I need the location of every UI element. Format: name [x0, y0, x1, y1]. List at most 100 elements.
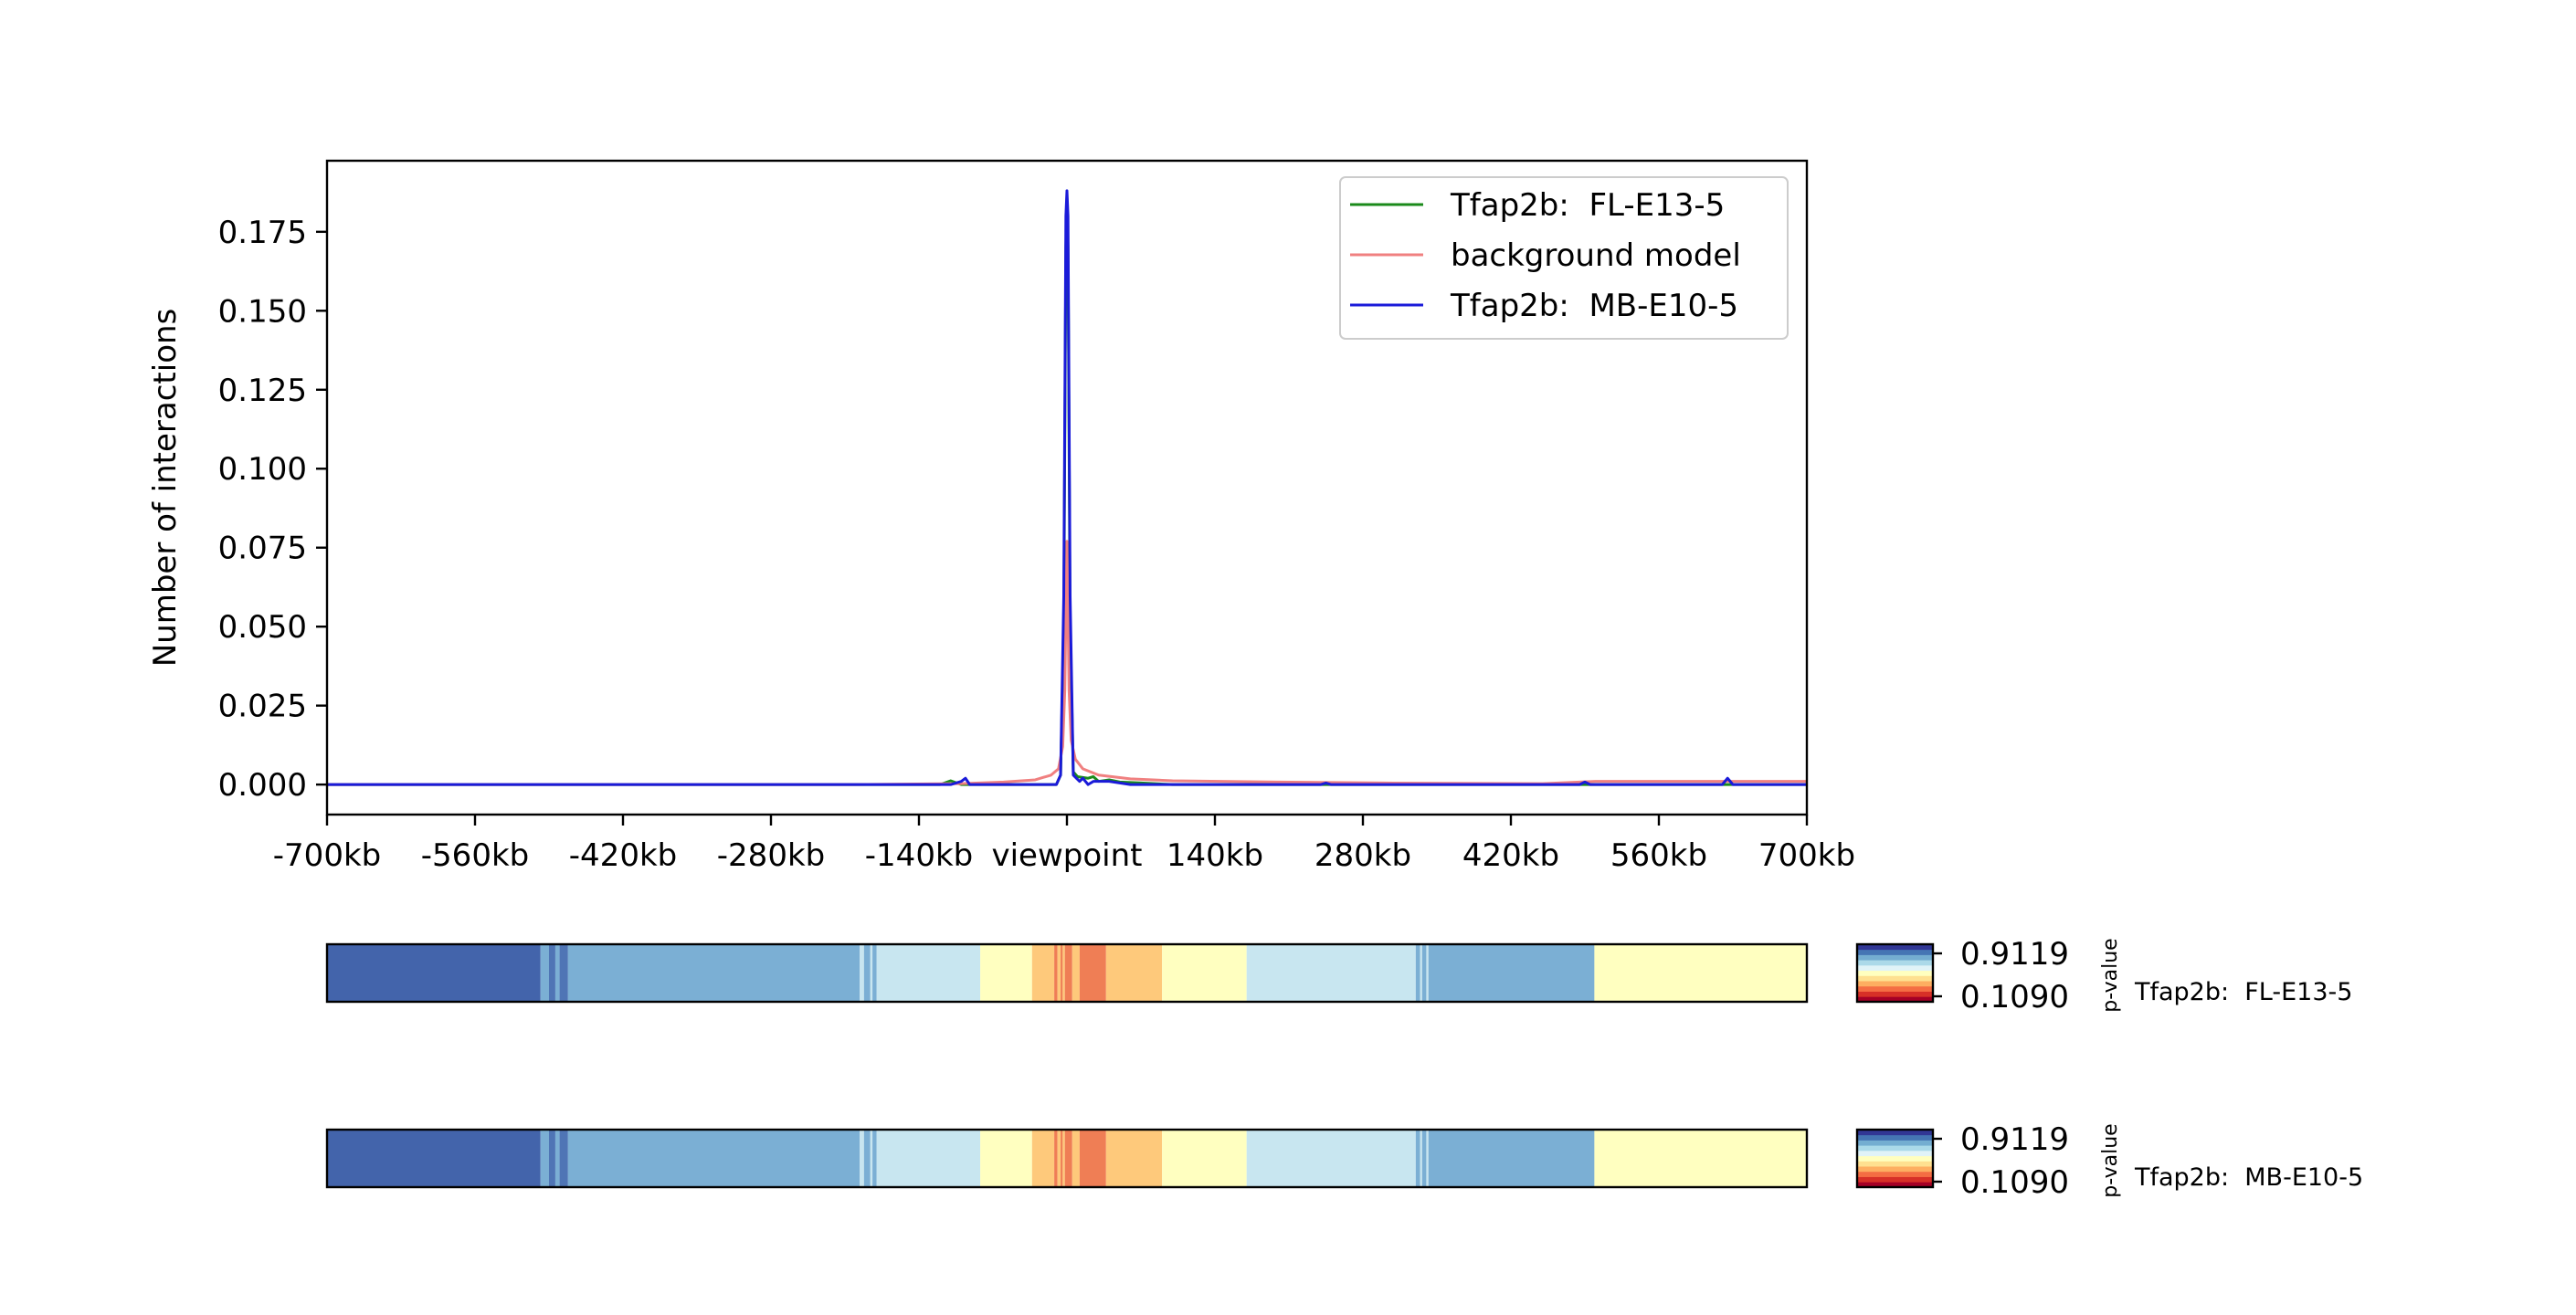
heatmap-segment: [1054, 944, 1058, 1002]
heatmap-segment: [1162, 944, 1247, 1002]
colorbar-swatch: [1857, 1130, 1933, 1136]
series-line-tfap2b-mb-e10-5: [327, 189, 1807, 786]
heatmap-segment: [1428, 1130, 1595, 1187]
heatmap-segment: [1594, 944, 1807, 1002]
heatmap-segment: [1072, 944, 1080, 1002]
colorbar-swatch: [1857, 1134, 1933, 1141]
x-tick-label: -420kb: [569, 837, 677, 874]
heatmap-fl-e13-5-segments: [327, 944, 1807, 1002]
colorbar-swatch: [1857, 1166, 1933, 1173]
heatmap-segment: [980, 1130, 1032, 1187]
heatmap-fl-e13-5: 0.9119 0.1090 p-value Tfap2b: FL-E13-5: [325, 936, 2352, 1015]
heatmap-segment: [1079, 1130, 1106, 1187]
legend-box: [1339, 176, 1789, 340]
heatmap-segment: [872, 944, 877, 1002]
heatmap-segment: [1426, 944, 1429, 1002]
colorbar-swatch: [1857, 1171, 1933, 1177]
x-tick-label: 140kb: [1167, 837, 1263, 874]
heatmap-segment: [1105, 1130, 1163, 1187]
heatmap-segment: [1064, 1130, 1072, 1187]
colorbar-swatch: [1857, 1140, 1933, 1146]
legend-label-mb-e10-5: Tfap2b: MB-E10-5: [1450, 288, 1738, 324]
colorbar-swatch: [1857, 1150, 1933, 1157]
x-tick-label: 280kb: [1314, 837, 1411, 874]
line-plot: -700kb -560kb -420kb -280kb -140kb viewpoint 1…: [147, 159, 1855, 874]
heatmap-segment: [1054, 1130, 1058, 1187]
series-line-background-model: [327, 540, 1807, 786]
heatmap-segment: [860, 1130, 864, 1187]
heatmap-segment: [1061, 1130, 1063, 1187]
y-tick-label: 0.125: [218, 373, 307, 409]
y-tick-label: 0.025: [218, 689, 307, 725]
heatmap-segment: [1057, 1130, 1061, 1187]
y-axis: 0.000 0.025 0.050 0.075 0.100 0.125 0.150 0.175: [218, 215, 327, 804]
heatmap-segment: [1415, 944, 1420, 1002]
colorbar-swatch: [1857, 981, 1933, 987]
colorbar-mb-e10-5-tick-label-high: 0.9119: [1960, 1121, 2069, 1158]
heatmap-segment: [327, 944, 541, 1002]
legend-label-fl-e13-5: Tfap2b: FL-E13-5: [1450, 187, 1725, 224]
heatmap-segment: [1420, 944, 1422, 1002]
heatmap-segment: [1031, 1130, 1055, 1187]
colorbar-swatch: [1857, 1176, 1933, 1183]
y-tick-label: 0.100: [218, 451, 307, 488]
heatmap-mb-e10-5: 0.9119 0.1090 p-value Tfap2b: MB-E10-5: [325, 1121, 2363, 1201]
colorbar-swatch: [1857, 996, 1933, 1003]
x-tick-label: 700kb: [1758, 837, 1855, 874]
x-tick-label: -560kb: [421, 837, 529, 874]
heatmap-fl-e13-5-frame: [325, 942, 1809, 1004]
heatmap-segment: [1105, 944, 1163, 1002]
colorbar-fl-e13-5: [1855, 942, 1935, 1004]
heatmap-segment: [870, 944, 873, 1002]
heatmap-segment: [559, 944, 568, 1002]
heatmap-segment: [876, 1130, 981, 1187]
heatmap-segment: [1064, 944, 1072, 1002]
heatmap-segment: [1420, 1130, 1422, 1187]
legend-label-background-model: background model: [1451, 237, 1741, 274]
heatmap-segment: [554, 1130, 560, 1187]
colorbar-swatch: [1857, 991, 1933, 997]
heatmap-segment: [1246, 1130, 1416, 1187]
colorbar-swatch: [1857, 1155, 1933, 1162]
colorbar-swatch: [1857, 1161, 1933, 1167]
y-axis-label: Number of interactions: [147, 309, 184, 668]
colorbar-mb-e10-5-tick-label-low: 0.1090: [1960, 1164, 2069, 1201]
colorbar-swatch: [1857, 970, 1933, 976]
legend: Tfap2b: FL-E13-5 background model Tfap2b…: [1339, 176, 1789, 340]
heatmap-segment: [860, 944, 864, 1002]
heatmap-segment: [876, 944, 981, 1002]
x-tick-label: -140kb: [865, 837, 973, 874]
heatmap-segment: [1426, 1130, 1429, 1187]
heatmap-fl-e13-5-title: Tfap2b: FL-E13-5: [2134, 978, 2352, 1006]
heatmap-segment: [1031, 944, 1055, 1002]
heatmap-segment: [540, 1130, 549, 1187]
x-tick-label: -700kb: [273, 837, 381, 874]
x-tick-label: 420kb: [1462, 837, 1559, 874]
colorbar-frame: [1855, 942, 1935, 1004]
colorbar-swatch: [1857, 949, 1933, 955]
colorbar-fl-e13-5-label: p-value: [2099, 938, 2122, 1012]
heatmap-segment: [1162, 1130, 1247, 1187]
colorbar-swatch: [1857, 1145, 1933, 1152]
heatmap-segment: [1428, 944, 1595, 1002]
heatmap-segment: [1062, 1130, 1065, 1187]
colorbar-swatch: [1857, 960, 1933, 966]
colorbar-mb-e10-5: [1855, 1128, 1935, 1189]
y-tick-label: 0.175: [218, 215, 307, 251]
heatmap-mb-e10-5-frame: [325, 1128, 1809, 1189]
y-tick-label: 0.050: [218, 609, 307, 646]
heatmap-segment: [1079, 944, 1106, 1002]
y-tick-label: 0.075: [218, 531, 307, 567]
colorbar-fl-e13-5-tick-label-high: 0.9119: [1960, 936, 2069, 973]
colorbar-swatch: [1857, 944, 1933, 951]
heatmap-segment: [1072, 1130, 1080, 1187]
x-axis: -700kb -560kb -420kb -280kb -140kb viewpoint 1…: [273, 815, 1855, 874]
x-tick-label: -280kb: [717, 837, 825, 874]
heatmap-segment: [1246, 944, 1416, 1002]
colorbar-swatch: [1857, 985, 1933, 992]
heatmap-segment: [870, 1130, 873, 1187]
colorbar-mb-e10-5-label: p-value: [2099, 1123, 2122, 1197]
colorbar-swatch: [1857, 954, 1933, 961]
heatmap-segment: [1062, 944, 1065, 1002]
